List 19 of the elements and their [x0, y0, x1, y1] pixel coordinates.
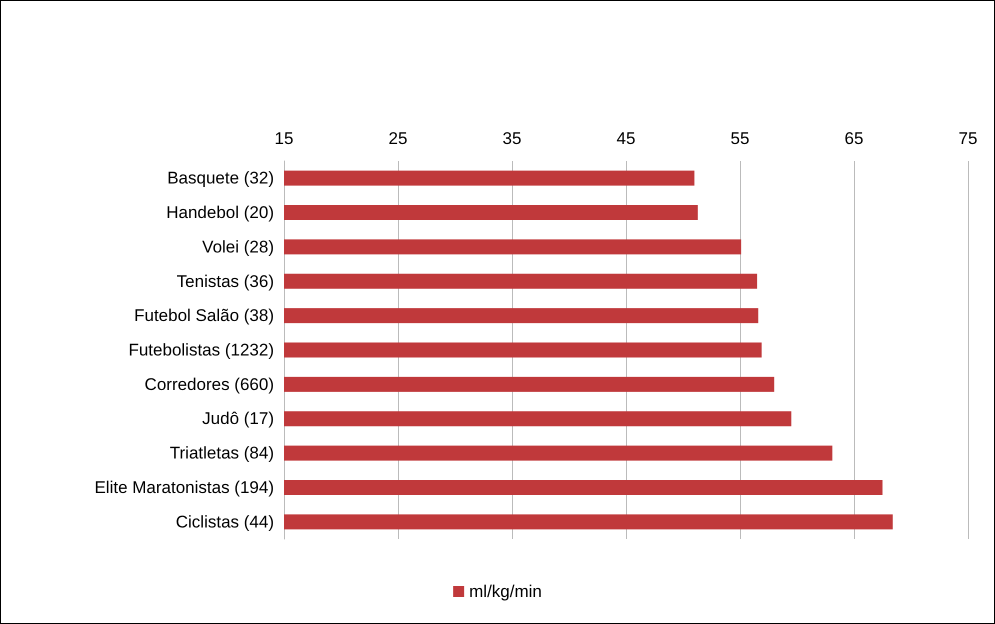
y-tick-label: Basquete (32)	[167, 168, 274, 188]
legend-label: ml/kg/min	[469, 582, 542, 601]
y-tick-label: Elite Maratonistas (194)	[94, 478, 274, 497]
y-tick-label: Tenistas (36)	[176, 272, 274, 291]
y-tick-label: Futebolistas (1232)	[128, 340, 274, 360]
x-tick-label: 75	[958, 129, 978, 148]
y-tick-label: Ciclistas (44)	[176, 512, 274, 532]
y-tick-label: Futebol Salão (38)	[134, 306, 274, 326]
x-tick-label: 15	[274, 129, 294, 148]
y-tick-label: Corredores (660)	[144, 374, 274, 394]
x-tick-label: 65	[844, 129, 864, 148]
x-tick-label: 35	[502, 129, 522, 148]
y-tick-label: Volei (28)	[202, 237, 274, 256]
x-tick-label: 45	[616, 129, 636, 148]
y-tick-label: Handebol (20)	[166, 203, 274, 222]
x-tick-label: 55	[730, 129, 750, 148]
y-tick-label: Judô (17)	[202, 409, 274, 428]
x-tick-label: 25	[388, 129, 408, 148]
y-tick-label: Triatletas (84)	[170, 444, 274, 463]
